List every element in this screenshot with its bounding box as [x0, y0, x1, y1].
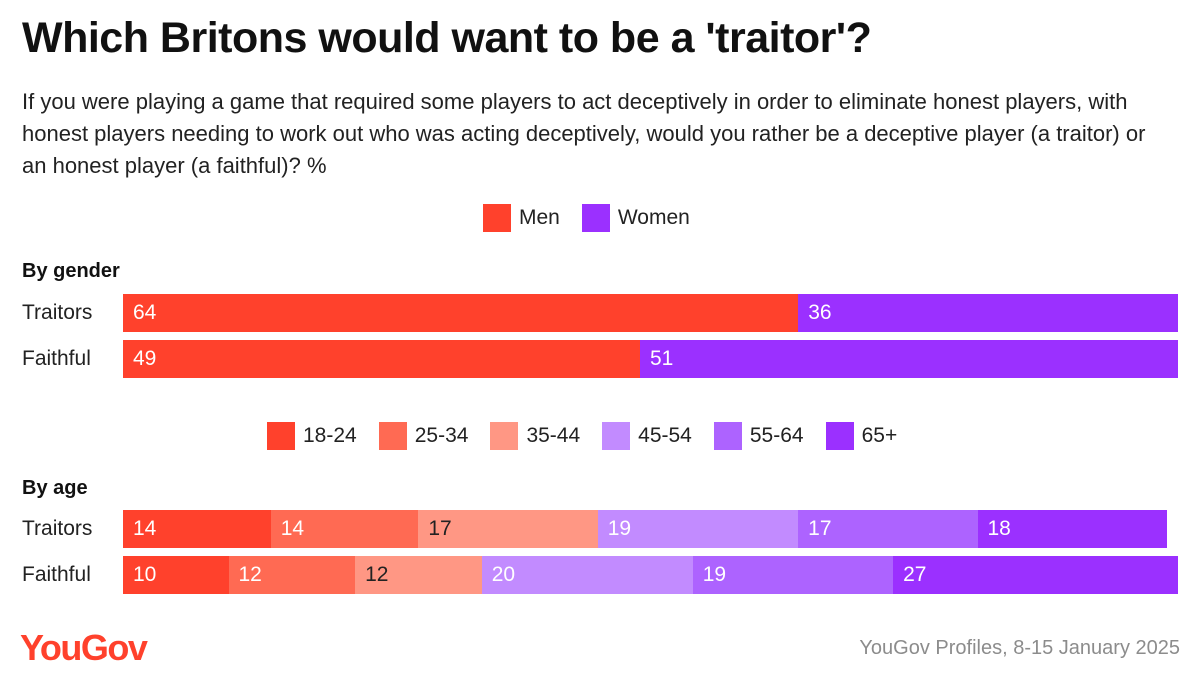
data-label-faithful-men: 49 [133, 347, 157, 370]
legend-swatch-18-24 [267, 422, 295, 450]
legend-label-65: 65+ [861, 424, 898, 447]
bar-segment-traitors-35-44: 17 [418, 510, 598, 548]
legend-item-25-34: 25-34 [378, 422, 469, 450]
bar-segment-traitors-25-34: 14 [270, 510, 419, 548]
bar-segment-faithful-men: 49 [123, 340, 640, 378]
bar-segment-faithful-25-34: 12 [228, 556, 356, 594]
data-label-faithful-18-24: 10 [133, 563, 157, 586]
section-label-gender: By gender [22, 260, 120, 282]
section-label-age: By age [22, 477, 88, 499]
bar-segment-faithful-65: 27 [893, 556, 1178, 594]
legend-label-women: Women [617, 206, 690, 229]
legend-item-35-44: 35-44 [490, 422, 580, 450]
bar-segment-faithful-55-64: 19 [692, 556, 894, 594]
legend-label-18-24: 18-24 [303, 424, 357, 447]
legend-label-25-34: 25-34 [414, 424, 469, 447]
legend-item-65: 65+ [825, 422, 898, 450]
source-note: YouGov Profiles, 8-15 January 2025 [859, 637, 1180, 659]
bar-gender-faithful: 49 51 [123, 340, 1178, 378]
data-label-traitors-men: 64 [133, 301, 157, 324]
legend-item-55-64: 55-64 [713, 422, 804, 450]
data-label-traitors-45-54: 19 [607, 517, 632, 540]
data-label-traitors-35-44: 17 [428, 517, 452, 540]
data-label-traitors-55-64: 17 [808, 517, 832, 540]
legend-swatch-65 [825, 422, 854, 450]
legend-swatch-45-54 [602, 422, 631, 450]
legend-item-18-24: 18-24 [267, 422, 357, 450]
data-label-faithful-45-54: 20 [491, 563, 516, 586]
legend-swatch-women [581, 204, 610, 232]
data-label-faithful-55-64: 19 [702, 563, 727, 586]
legend-label-35-44: 35-44 [526, 424, 581, 447]
row-label-gender-faithful: Faithful [22, 347, 91, 370]
bar-segment-traitors-men: 64 [123, 294, 799, 332]
data-label-faithful-65: 27 [903, 563, 927, 586]
bar-segment-faithful-45-54: 20 [481, 556, 693, 594]
bar-segment-faithful-35-44: 12 [355, 556, 482, 594]
legend-item-45-54: 45-54 [602, 422, 692, 450]
legend-age: 18-24 25-34 35-44 45-54 55-64 65+ [267, 422, 897, 450]
row-label-age-faithful: Faithful [22, 563, 91, 586]
chart-title: Which Britons would want to be a 'traito… [22, 14, 872, 62]
bar-segment-traitors-55-64: 17 [798, 510, 978, 548]
data-label-traitors-65: 18 [987, 517, 1011, 540]
yougov-logo: YouGov [20, 627, 148, 668]
row-label-age-traitors: Traitors [22, 517, 93, 540]
legend-label-45-54: 45-54 [638, 424, 692, 447]
legend-swatch-55-64 [713, 422, 742, 450]
bar-age-traitors: 14 14 17 19 17 18 [123, 510, 1168, 548]
data-label-faithful-35-44: 12 [365, 563, 389, 586]
legend-swatch-35-44 [490, 422, 519, 450]
legend-label-55-64: 55-64 [749, 424, 804, 447]
chart-subtitle: If you were playing a game that required… [22, 89, 1146, 178]
data-label-faithful-25-34: 12 [238, 563, 262, 586]
bar-segment-traitors-45-54: 19 [597, 510, 799, 548]
row-label-gender-traitors: Traitors [22, 301, 93, 324]
bar-segment-faithful-women: 51 [639, 340, 1178, 378]
bar-segment-traitors-women: 36 [798, 294, 1178, 332]
bar-segment-traitors-65: 18 [977, 510, 1168, 548]
data-label-faithful-women: 51 [649, 347, 674, 370]
legend-item-men: Men [483, 204, 560, 232]
bar-gender-traitors: 64 36 [123, 294, 1178, 332]
data-label-traitors-18-24: 14 [133, 517, 157, 540]
data-label-traitors-women: 36 [808, 301, 832, 324]
legend-item-women: Women [581, 204, 690, 232]
bar-age-faithful: 10 12 12 20 19 27 [123, 556, 1178, 594]
legend-gender: Men Women [483, 204, 690, 232]
bar-segment-faithful-18-24: 10 [123, 556, 229, 594]
legend-label-men: Men [519, 206, 560, 229]
legend-swatch-men [483, 204, 511, 232]
bar-segment-traitors-18-24: 14 [123, 510, 271, 548]
data-label-traitors-25-34: 14 [280, 517, 305, 540]
legend-swatch-25-34 [378, 422, 407, 450]
